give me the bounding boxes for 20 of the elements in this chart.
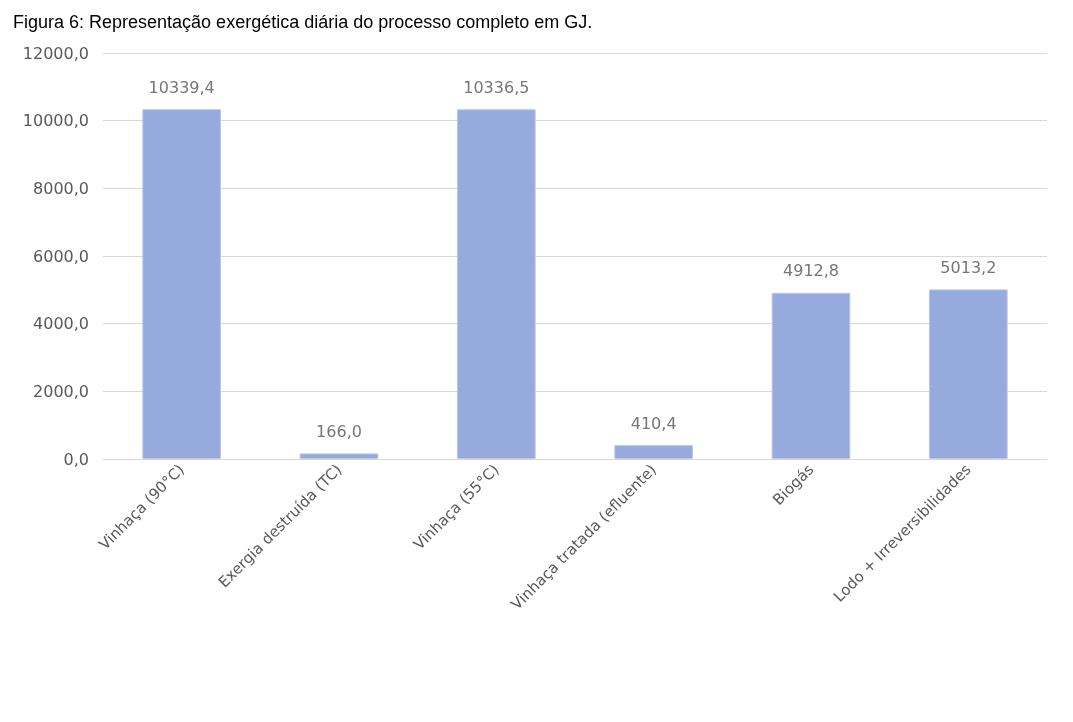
y-tick-label: 6000,0 <box>33 246 89 266</box>
data-label: 4912,8 <box>783 261 839 281</box>
data-label: 166,0 <box>316 421 362 441</box>
bar <box>457 109 536 459</box>
data-label: 410,4 <box>630 413 677 433</box>
bar <box>299 453 379 459</box>
y-tick-label: 8000,0 <box>33 178 89 198</box>
y-tick-label: 2000,0 <box>33 381 89 401</box>
y-tick-label: 10000,0 <box>22 111 89 131</box>
y-tick-label: 12000,0 <box>22 43 89 63</box>
bar <box>142 109 221 459</box>
y-tick-label: 0,0 <box>63 449 89 469</box>
bar <box>614 445 693 459</box>
y-tick-label: 4000,0 <box>33 314 89 334</box>
chart-title: Figura 6: Representação exergética diária do processo completo em GJ. <box>13 12 593 32</box>
bar <box>771 292 851 459</box>
data-label: 10339,4 <box>148 77 215 97</box>
data-label: 10336,5 <box>463 77 530 97</box>
data-label: 5013,2 <box>940 257 997 277</box>
bar <box>929 289 1008 459</box>
